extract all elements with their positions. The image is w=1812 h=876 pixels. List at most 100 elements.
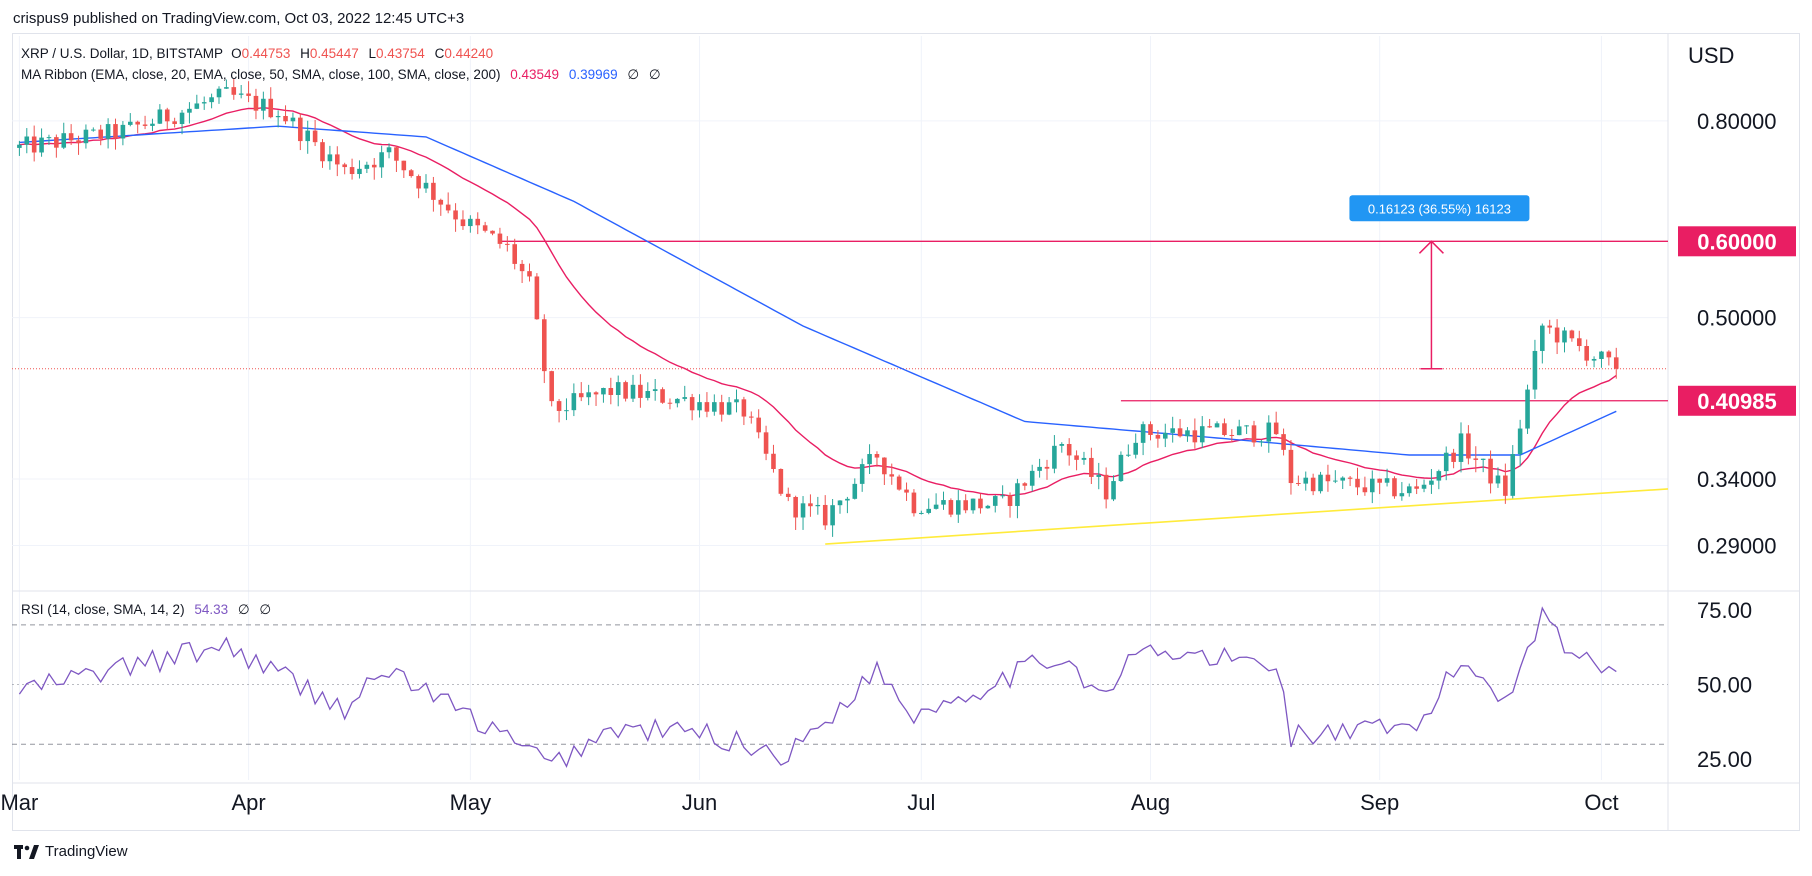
candle-body-147 [1103,474,1109,500]
candle-body-123 [926,508,932,513]
candle-body-162 [1214,423,1220,428]
candle-body-55 [423,182,429,189]
level-badge-mid [1678,385,1796,416]
candle-body-187 [1399,493,1405,497]
month-tick-mar: Mar [0,790,38,815]
candle-body-182 [1362,487,1368,493]
candle-body-168 [1259,441,1264,443]
candle-body-118 [889,474,895,477]
candle-body-90 [682,397,688,399]
candle-body-8 [76,140,81,144]
price-tick-3: 0.29000 [1697,534,1777,559]
candle-body-119 [896,476,902,490]
candlesticks [17,79,1619,537]
measure-badge-label: 0.16123 (36.55%) 16123 [1368,201,1511,216]
candle-body-92 [697,402,702,411]
legend-ma-ribbon: MA Ribbon (EMA, close, 20, EMA, close, 5… [21,67,661,82]
candle-body-127 [955,500,961,515]
measure-badge [1349,195,1530,222]
candle-body-76 [578,393,584,398]
candle-body-112 [845,498,850,501]
candle-body-206 [1540,325,1545,351]
candle-body-101 [763,432,769,454]
candle-body-5 [54,137,59,148]
candle-body-4 [46,137,52,139]
candle-body-77 [586,392,591,398]
month-tick-jul: Jul [907,790,935,815]
candle-body-105 [793,496,798,518]
candle-body-78 [593,392,599,395]
footer-brand[interactable]: TradingView [14,843,128,860]
candle-body-199 [1488,458,1493,484]
candle-body-66 [505,243,510,245]
candle-body-174 [1303,477,1309,484]
candle-body-150 [1126,454,1131,456]
ema20-line [19,106,1617,497]
candle-body-148 [1111,481,1116,500]
candle-body-215 [1606,351,1612,358]
candle-body-107 [808,503,813,507]
candle-body-62 [475,218,481,226]
candle-body-110 [830,505,835,526]
price-levels [12,240,1669,545]
candle-body-70 [534,276,540,320]
candle-body-201 [1503,475,1508,496]
candle-body-160 [1199,426,1205,443]
candle-body-145 [1089,457,1094,477]
candle-body-38 [298,117,303,142]
candle-body-146 [1096,474,1102,477]
candle-body-164 [1229,435,1235,437]
candle-body-185 [1384,478,1390,483]
candle-body-102 [771,453,776,470]
candle-body-179 [1340,477,1346,481]
candle-body-211 [1576,338,1582,347]
candle-body-58 [445,204,451,211]
candle-body-136 [1022,483,1028,486]
candle-body-98 [741,399,747,417]
rsi-tick-1: 50.00 [1697,673,1752,698]
candle-body-149 [1118,454,1124,482]
candle-body-61 [468,218,473,227]
candle-body-39 [305,130,311,142]
candle-body-140 [1052,445,1057,469]
candle-body-200 [1495,475,1501,484]
legend-ohlc: O0.44753 H0.45447 L0.43754 C0.44240 [231,46,493,61]
candle-body-54 [416,176,421,189]
candle-body-49 [379,152,384,168]
grid-lines [12,34,1800,830]
candle-body-214 [1599,351,1604,359]
candle-body-50 [386,147,392,153]
candle-body-170 [1273,422,1279,435]
candle-body-104 [785,493,791,497]
candle-body-144 [1081,457,1087,460]
candle-body-172 [1288,449,1294,484]
candle-body-125 [941,500,946,505]
candle-body-209 [1562,330,1567,343]
candle-body-126 [948,500,954,515]
candle-body-142 [1066,444,1072,456]
candle-body-86 [652,389,658,392]
candle-body-87 [660,389,665,403]
month-tick-aug: Aug [1131,790,1170,815]
candle-body-72 [549,371,554,402]
candle-body-94 [712,402,717,412]
candle-body-208 [1554,327,1560,343]
level-badge-mid-label: 0.40985 [1697,389,1777,414]
candle-body-177 [1325,474,1331,482]
candle-body-154 [1155,434,1161,439]
candle-body-60 [460,219,466,227]
candle-body-71 [541,319,547,372]
candle-body-166 [1244,425,1249,427]
candle-body-155 [1162,432,1168,439]
candle-body-115 [867,454,872,465]
candle-body-16 [135,121,140,125]
candle-body-205 [1532,350,1538,390]
candle-body-203 [1517,428,1523,455]
candle-body-13 [113,124,118,139]
candle-body-117 [882,457,887,475]
candle-body-19 [157,109,163,124]
candle-body-23 [187,108,192,113]
candle-body-111 [837,500,843,506]
candle-body-196 [1466,433,1471,459]
